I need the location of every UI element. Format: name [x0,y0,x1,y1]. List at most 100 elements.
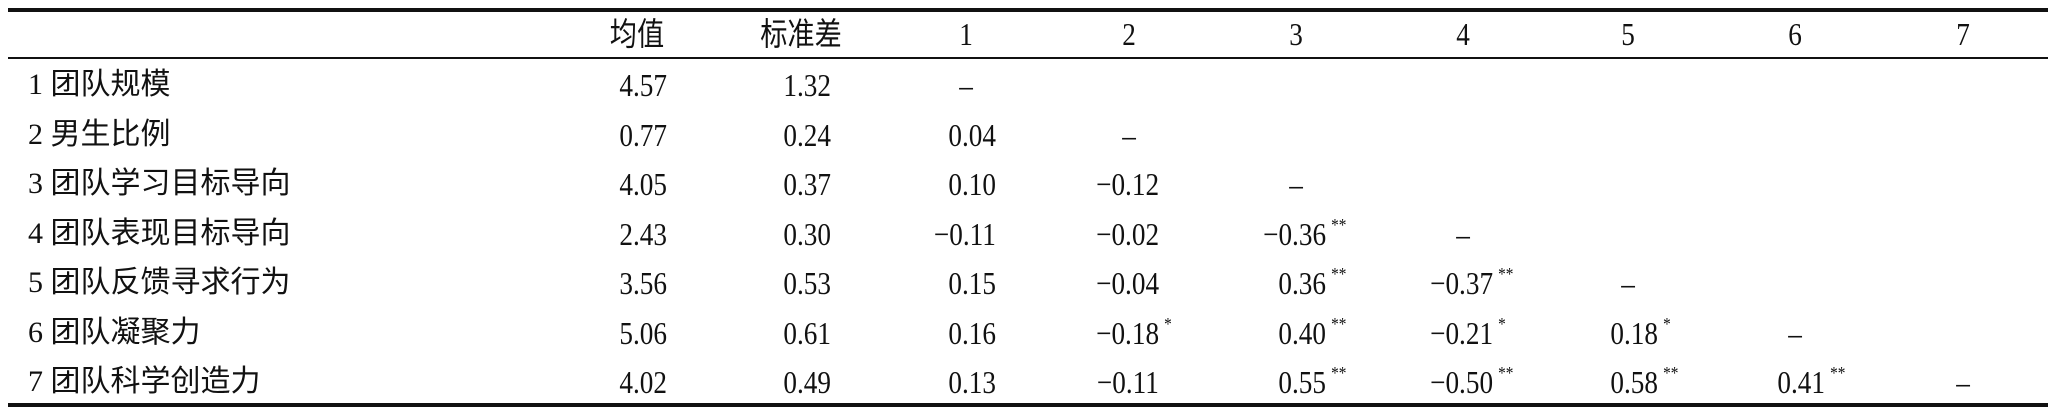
column-header: 1 [959,14,973,54]
correlation-cell-text: −0.37 [1430,265,1493,301]
correlation-cell: −0.50 ** [1430,362,1513,402]
correlation-cell: −0.04 [1096,263,1159,303]
row-label: 5 团队反馈寻求行为 [28,263,291,303]
correlation-cell-text: – [1788,314,1802,351]
correlation-cell-text: −0.02 [1096,215,1159,252]
correlation-cell: 0.16 [948,313,996,353]
column-header: 2 [1122,14,1136,54]
correlation-cell-text: −0.12 [1096,166,1159,202]
correlation-cell-text: −0.36 [1263,215,1326,252]
column-header-text: 均值 [609,16,665,52]
correlation-cell: 0.04 [948,115,996,155]
correlation-cell-text: −0.04 [1096,265,1159,301]
column-header-text: 标准差 [760,16,842,52]
column-header: 4 [1456,14,1470,54]
mean-cell-text: 4.02 [619,364,667,400]
correlation-cell-text: −0.18 [1096,314,1159,351]
correlation-cell-text: −0.11 [1097,364,1159,400]
column-header-text: 4 [1456,16,1470,52]
mean-cell-text: 0.77 [619,116,667,153]
column-header-text: 6 [1788,16,1802,52]
column-header: 标准差 [760,14,842,54]
row-label-text: 1 团队规模 [28,68,171,101]
significance-marker: * [1663,313,1671,334]
sd-cell-text: 0.49 [783,364,831,400]
sd-cell-text: 0.53 [783,265,831,301]
correlation-cell: 0.58 ** [1610,362,1678,402]
correlation-cell: −0.37 ** [1430,263,1513,303]
row-label-text: 4 团队表现目标导向 [28,216,291,250]
column-header-text: 7 [1956,16,1970,52]
correlation-cell-text: 0.10 [948,166,996,202]
correlation-cell: −0.11 [934,214,996,254]
sd-cell-text: 1.32 [783,67,831,103]
correlation-cell: – [959,65,973,105]
row-label-text: 7 团队科学创造力 [28,365,261,398]
row-label-text: 5 团队反馈寻求行为 [28,266,291,299]
correlation-cell-text: 0.40 [1278,314,1326,351]
significance-marker: ** [1498,363,1514,383]
sd-cell: 1.32 [783,65,831,105]
column-header: 7 [1956,14,1970,54]
sd-cell-text: 0.37 [783,166,831,202]
correlation-cell: 0.13 [948,362,996,402]
correlation-cell: 0.15 [948,263,996,303]
correlation-cell-text: – [1621,265,1635,301]
column-header-text: 2 [1122,16,1136,52]
row-label: 7 团队科学创造力 [28,362,261,402]
correlation-cell-text: −0.21 [1430,314,1493,351]
significance-marker: ** [1331,264,1347,284]
significance-marker: ** [1498,264,1514,284]
mean-cell: 4.05 [619,164,667,204]
correlation-cell-text: 0.18 [1610,314,1658,351]
row-label: 6 团队凝聚力 [28,313,201,353]
correlation-cell: 0.55 ** [1278,362,1346,402]
correlation-cell-text: – [1456,215,1470,252]
correlation-cell: 0.41 ** [1777,362,1845,402]
mean-cell: 5.06 [619,313,667,353]
significance-marker: ** [1331,214,1347,235]
correlation-cell: −0.18 * [1096,313,1172,353]
sd-cell-text: 0.61 [783,314,831,351]
mean-cell-text: 4.05 [619,166,667,202]
sd-cell-text: 0.30 [783,215,831,252]
correlation-cell: −0.02 [1096,214,1159,254]
sd-cell: 0.37 [783,164,831,204]
correlation-cell: 0.18 * [1610,313,1670,353]
row-label: 4 团队表现目标导向 [28,214,291,254]
correlation-cell-text: – [1122,116,1136,153]
row-label-text: 6 团队凝聚力 [28,315,201,349]
mean-cell: 3.56 [619,263,667,303]
correlation-cell-text: 0.04 [948,116,996,153]
sd-cell: 0.49 [783,362,831,402]
correlation-cell: 0.10 [948,164,996,204]
mean-cell: 4.57 [619,65,667,105]
column-header: 5 [1621,14,1635,54]
significance-marker: ** [1331,363,1347,383]
significance-marker: ** [1331,313,1347,334]
mean-cell-text: 3.56 [619,265,667,301]
table-header-rule [8,57,2048,59]
mean-cell-text: 5.06 [619,314,667,351]
mean-cell-text: 4.57 [619,67,667,103]
column-header: 6 [1788,14,1802,54]
correlation-cell: – [1621,263,1635,303]
correlation-cell: 0.40 ** [1278,313,1346,353]
correlation-cell-text: 0.15 [948,265,996,301]
correlation-cell: 0.36 ** [1278,263,1346,303]
correlation-cell: – [1956,362,1970,402]
correlation-cell-text: 0.36 [1278,265,1326,301]
significance-marker: * [1164,313,1172,334]
table-top-rule [8,8,2048,12]
correlation-cell: – [1788,313,1802,353]
correlation-cell: −0.21 * [1430,313,1506,353]
correlation-cell-text: −0.11 [934,215,996,252]
significance-marker: ** [1830,363,1846,383]
sd-cell: 0.53 [783,263,831,303]
row-label-text: 2 男生比例 [28,117,171,151]
column-header-text: 3 [1289,16,1303,52]
significance-marker: ** [1663,363,1679,383]
row-label: 3 团队学习目标导向 [28,164,291,204]
correlation-cell-text: – [959,67,973,103]
significance-marker: * [1498,313,1506,334]
